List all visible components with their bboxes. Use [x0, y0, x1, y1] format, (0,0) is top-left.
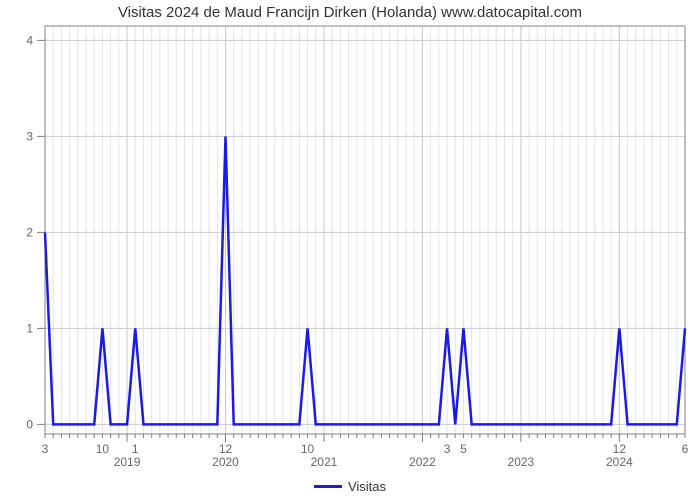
y-tick-label: 1: [26, 321, 33, 335]
x-value-label: 10: [301, 442, 315, 456]
x-value-label: 12: [613, 442, 627, 456]
x-value-label: 5: [460, 442, 467, 456]
x-year-label: 2020: [212, 455, 239, 469]
x-year-label: 2021: [311, 455, 338, 469]
legend-label: Visitas: [348, 479, 386, 494]
y-tick-label: 4: [26, 33, 33, 47]
legend-swatch: [314, 485, 342, 488]
y-tick-label: 0: [26, 417, 33, 431]
x-year-label: 2024: [606, 455, 633, 469]
legend: Visitas: [0, 478, 700, 494]
x-year-label: 2019: [114, 455, 141, 469]
y-tick-label: 3: [26, 129, 33, 143]
x-year-label: 2022: [409, 455, 436, 469]
x-value-label: 3: [42, 442, 49, 456]
y-tick-label: 2: [26, 225, 33, 239]
x-value-label: 3: [444, 442, 451, 456]
x-year-label: 2023: [508, 455, 535, 469]
chart-plot-area: 2019202020212022202320243101121035126012…: [0, 0, 700, 500]
x-value-label: 12: [219, 442, 233, 456]
x-value-label: 10: [96, 442, 110, 456]
x-value-label: 1: [132, 442, 139, 456]
x-value-label: 6: [682, 442, 689, 456]
